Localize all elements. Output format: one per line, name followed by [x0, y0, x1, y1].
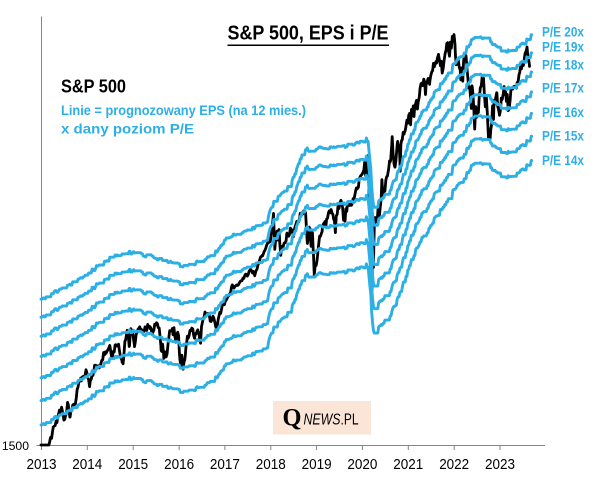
svg-text:P/E 19x: P/E 19x	[542, 40, 584, 55]
svg-text:x dany poziom P/E: x dany poziom P/E	[61, 121, 194, 136]
svg-text:S&P 500, EPS i P/E: S&P 500, EPS i P/E	[228, 23, 389, 45]
svg-text:2022: 2022	[439, 457, 469, 473]
svg-text:2018: 2018	[256, 457, 286, 473]
svg-text:Q: Q	[283, 403, 302, 432]
svg-text:P/E 20x: P/E 20x	[542, 25, 584, 40]
svg-text:2015: 2015	[118, 457, 148, 473]
svg-text:NEWS: NEWS	[304, 412, 342, 429]
svg-text:2023: 2023	[485, 457, 515, 473]
svg-text:Linie = prognozowany EPS (na 1: Linie = prognozowany EPS (na 12 mies.)	[61, 103, 306, 118]
svg-text:P/E 15x: P/E 15x	[542, 129, 584, 144]
svg-text:P/E 14x: P/E 14x	[542, 153, 584, 168]
svg-text:2016: 2016	[164, 457, 194, 473]
svg-text:2014: 2014	[72, 457, 102, 473]
svg-text:P/E 16x: P/E 16x	[542, 105, 584, 120]
svg-text:P/E 17x: P/E 17x	[542, 81, 584, 96]
svg-text:2020: 2020	[347, 457, 377, 473]
svg-text:.PL: .PL	[341, 412, 359, 429]
svg-text:2019: 2019	[302, 457, 332, 473]
svg-text:2017: 2017	[210, 457, 240, 473]
svg-text:2021: 2021	[393, 457, 423, 473]
svg-text:2013: 2013	[27, 457, 57, 473]
svg-text:P/E 18x: P/E 18x	[542, 58, 584, 73]
svg-text:1500: 1500	[2, 439, 29, 453]
svg-text:S&P 500: S&P 500	[61, 77, 126, 97]
